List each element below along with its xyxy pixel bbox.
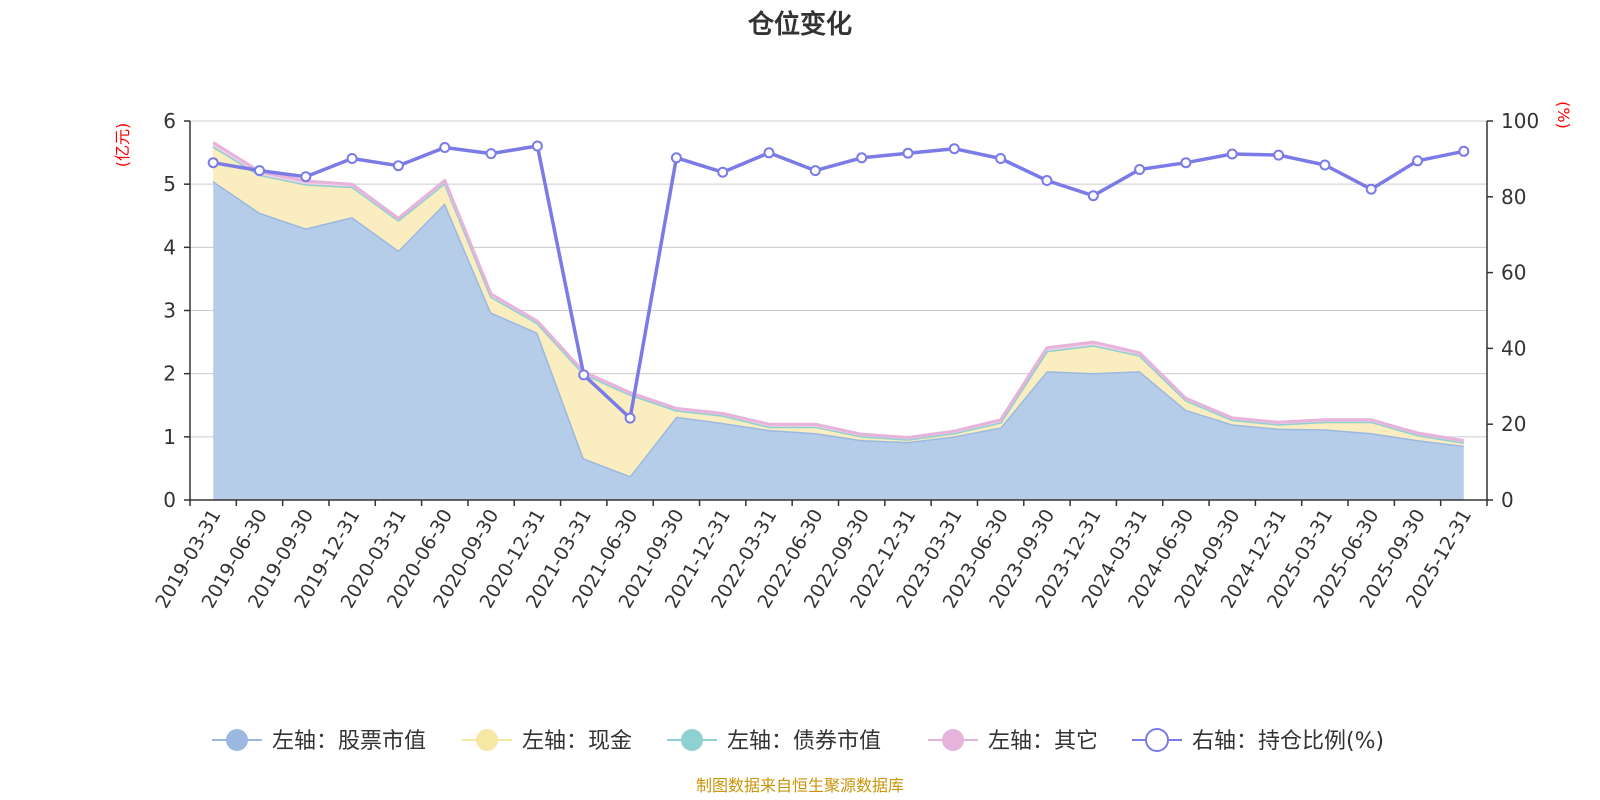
legend-item: 右轴：持仓比例(%) — [1132, 728, 1384, 754]
legend-circle-icon — [476, 729, 498, 751]
y-right-tick-label: 80 — [1501, 185, 1526, 209]
chart-title: 仓位变化 — [747, 9, 852, 40]
legend-item: 左轴：其它 — [928, 729, 1098, 754]
y-right-tick-label: 60 — [1501, 261, 1526, 285]
ratio-point — [902, 147, 914, 159]
ratio-point — [1134, 164, 1146, 175]
legend-label: 右轴：持仓比例(%) — [1192, 729, 1384, 754]
y-left-tick-label: 3 — [163, 299, 176, 323]
ratio-point — [439, 142, 451, 153]
y-left-tick-label: 5 — [163, 172, 176, 196]
line-右轴：持仓比例(%) — [212, 144, 1465, 420]
ratio-point — [1319, 159, 1331, 171]
ratio-point — [1087, 190, 1099, 202]
legend: 左轴：股票市值 左轴：现金 左轴：债券市值 左轴：其它 右轴：持仓比例(%) — [212, 728, 1384, 754]
ratio-point — [1180, 157, 1192, 169]
ratio-point — [1226, 148, 1238, 160]
ratio-point — [346, 153, 358, 164]
ratio-point — [1273, 149, 1285, 161]
ratio-point — [670, 152, 682, 164]
area-左轴：股票市值 — [213, 181, 1464, 500]
legend-label: 左轴：股票市值 — [272, 729, 426, 754]
y-left-tick-label: 2 — [163, 362, 176, 386]
data-source-note: 制图数据来自恒生聚源数据库 — [696, 776, 904, 795]
ratio-point — [485, 148, 497, 160]
ratio-point — [531, 140, 543, 152]
ratio-point — [717, 166, 729, 178]
legend-circle-icon — [226, 729, 248, 751]
ratio-point — [1365, 183, 1377, 195]
y-left-tick-label: 6 — [163, 109, 176, 133]
y-left-unit: (亿元) — [113, 123, 132, 168]
ratio-point — [995, 153, 1007, 164]
legend-circle-icon — [1145, 728, 1169, 752]
ratio-line — [207, 140, 1470, 424]
ratio-point — [578, 369, 590, 381]
stacked-areas — [212, 141, 1465, 500]
legend-circle-icon — [681, 729, 703, 751]
y-right-tick-label: 20 — [1501, 412, 1526, 436]
area-line-左轴：其它 — [212, 141, 1465, 443]
ratio-point — [948, 143, 960, 155]
ratio-point — [1041, 175, 1053, 186]
y-right-unit: (%) — [1554, 101, 1573, 129]
legend-label: 左轴：债券市值 — [727, 729, 881, 754]
ratio-point — [763, 147, 775, 159]
y-right-tick-label: 40 — [1501, 336, 1526, 360]
y-left-tick-label: 4 — [163, 235, 176, 259]
legend-item: 左轴：债券市值 — [667, 729, 881, 754]
ratio-point — [624, 412, 636, 424]
legend-item: 左轴：现金 — [462, 729, 632, 754]
ratio-point — [1412, 155, 1423, 167]
y-left-tick-label: 0 — [163, 488, 176, 512]
y-right-tick-label: 100 — [1501, 109, 1539, 133]
y-left-tick-label: 1 — [163, 425, 176, 449]
legend-label: 左轴：其它 — [988, 729, 1098, 754]
ratio-point — [809, 165, 821, 177]
ratio-point — [207, 157, 219, 169]
ratio-point — [300, 171, 312, 183]
ratio-point — [856, 152, 868, 164]
legend-item: 左轴：股票市值 — [212, 729, 426, 754]
y-right-tick-label: 0 — [1501, 488, 1514, 512]
ratio-point — [1458, 145, 1470, 157]
legend-circle-icon — [942, 729, 964, 751]
ratio-point — [254, 165, 265, 177]
ratio-point — [392, 160, 404, 172]
legend-label: 左轴：现金 — [522, 729, 632, 754]
